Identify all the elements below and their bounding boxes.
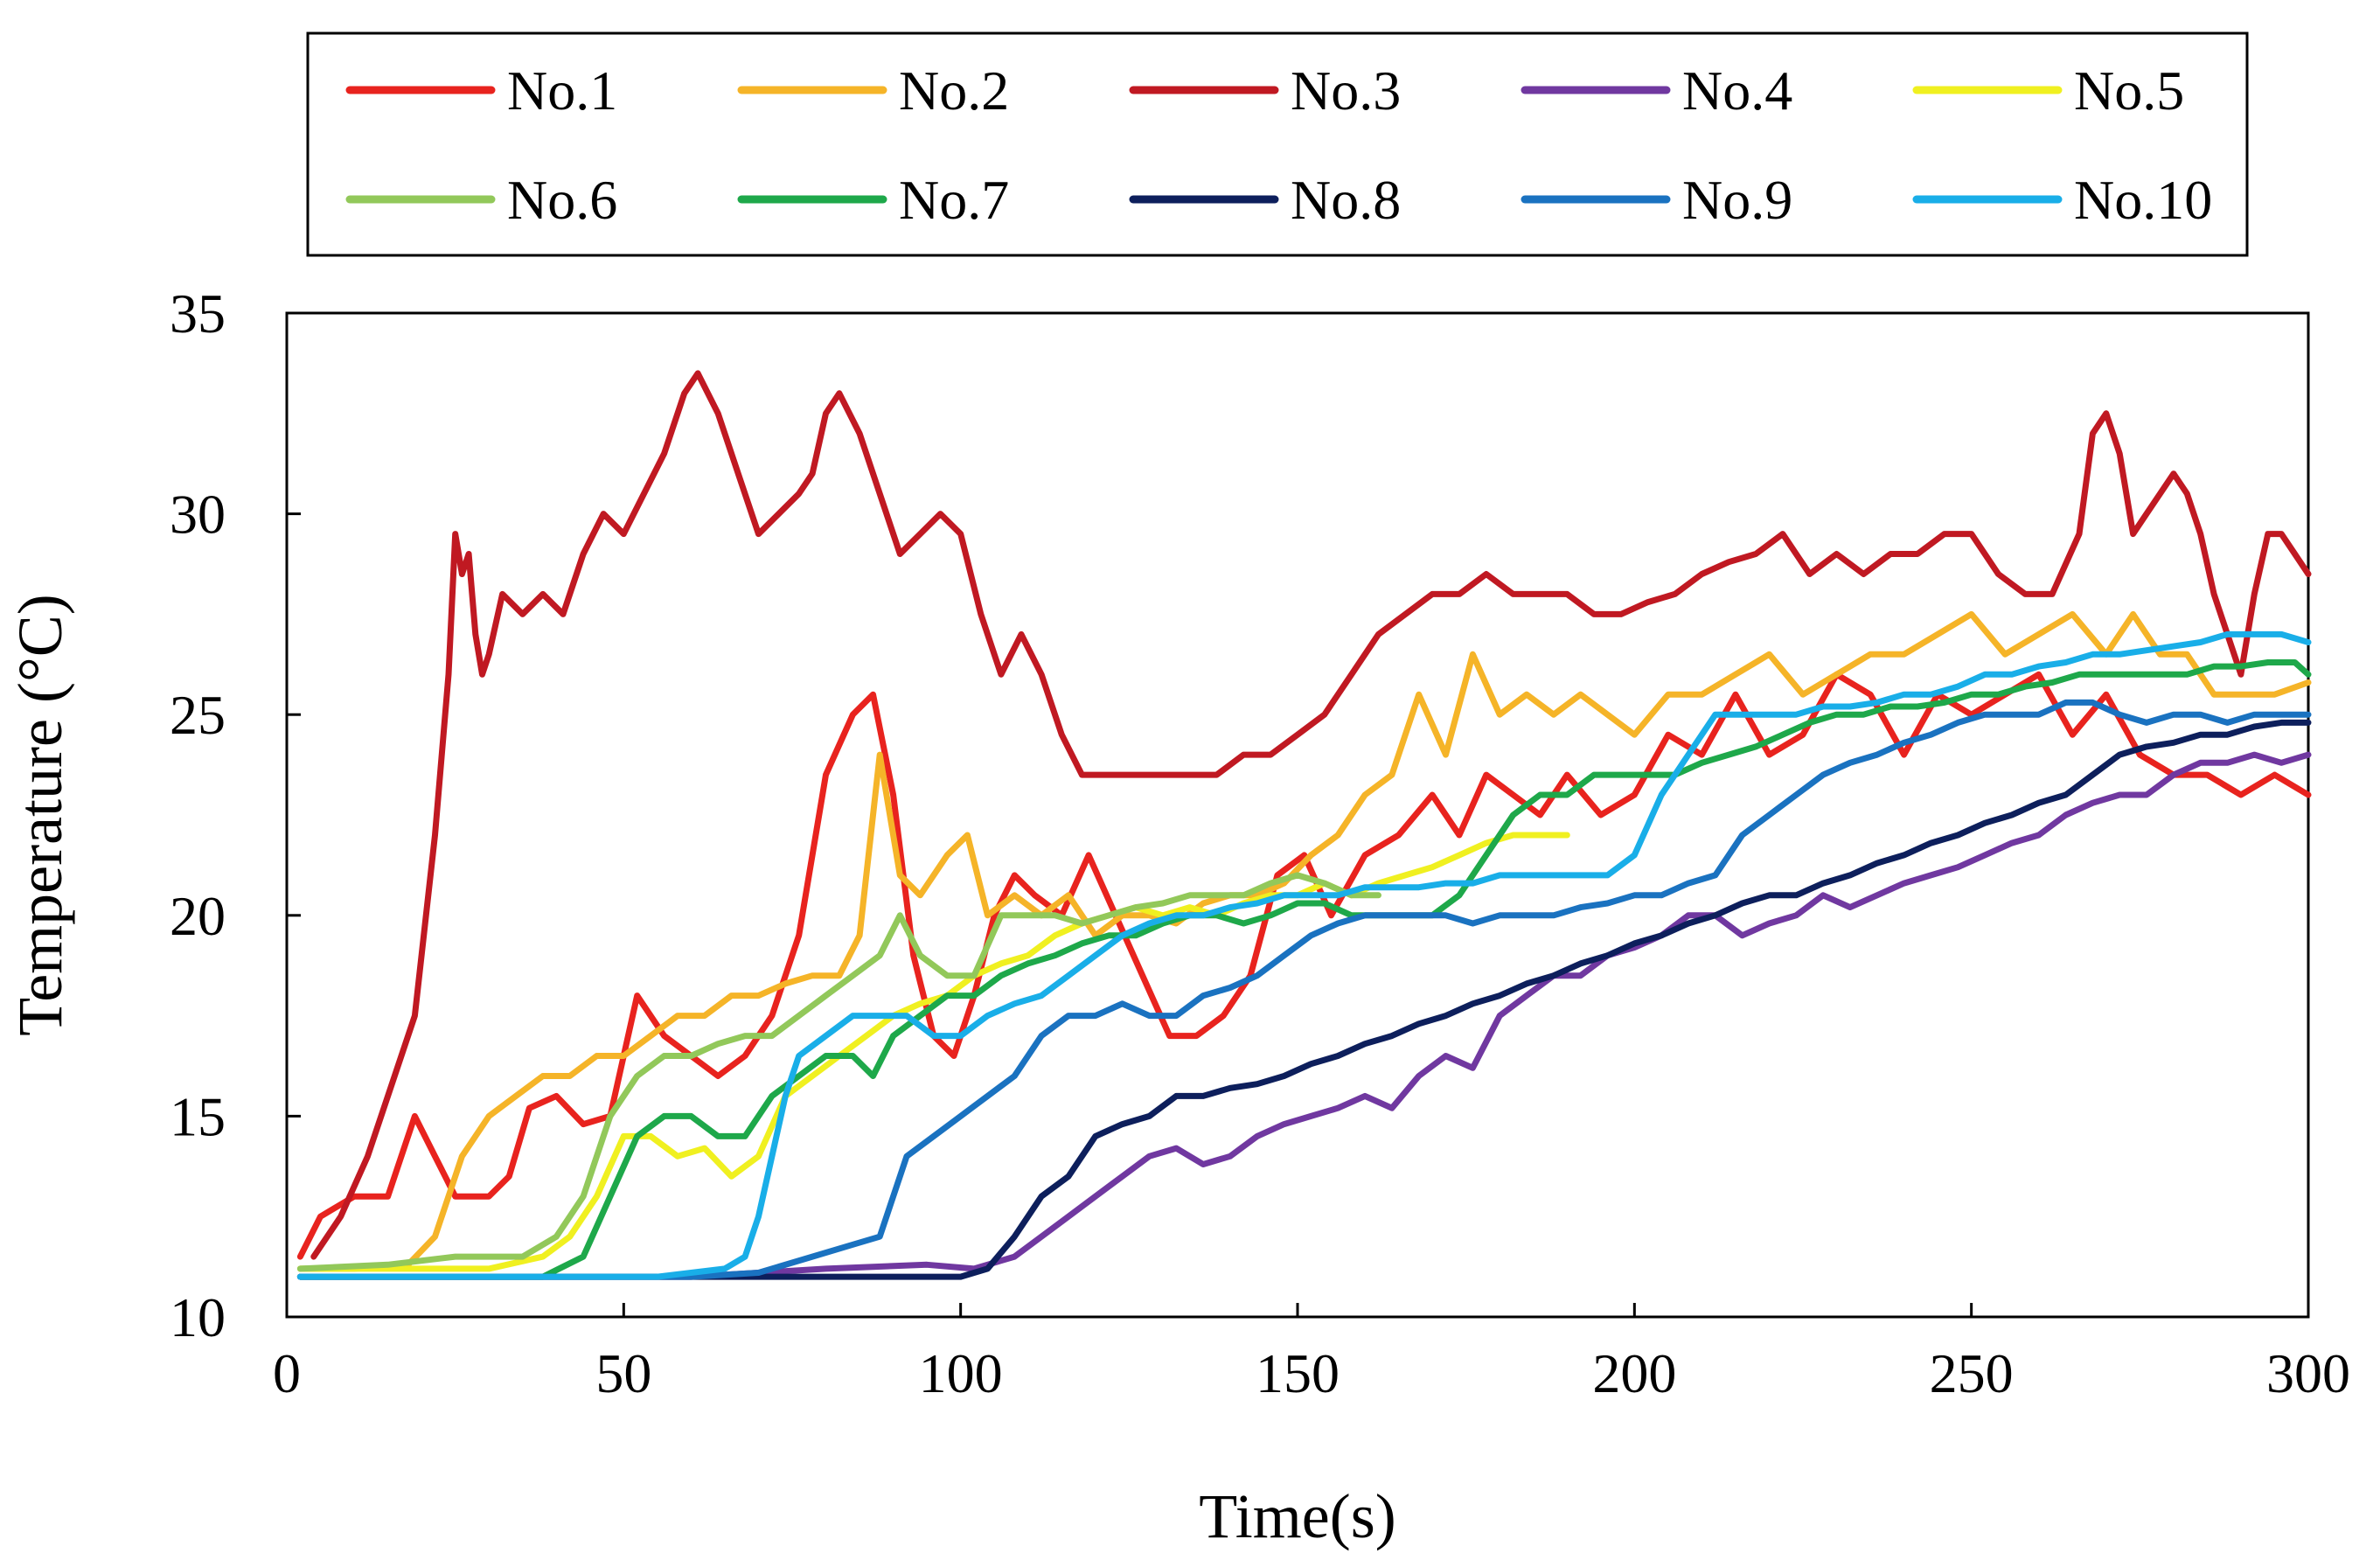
x-tick-label-4: 200 <box>1592 1342 1676 1404</box>
series-line-no8 <box>296 719 2312 1280</box>
legend-label-no7: No.7 <box>899 169 1009 231</box>
y-tick-label-2: 20 <box>170 885 226 947</box>
x-tick-label-2: 100 <box>919 1342 1003 1404</box>
series-line-no9 <box>296 699 2312 1280</box>
x-axis-title: Time(s) <box>1199 1481 1395 1551</box>
x-tick-label-6: 300 <box>2266 1342 2350 1404</box>
series-layer <box>296 370 2312 1280</box>
y-tick-label-4: 30 <box>170 484 226 546</box>
y-tick-label-1: 15 <box>170 1085 226 1147</box>
legend-label-no5: No.5 <box>2074 59 2184 122</box>
y-tick-label-5: 35 <box>170 282 226 345</box>
series-line-no10 <box>296 630 2312 1280</box>
x-tick-label-3: 150 <box>1256 1342 1340 1404</box>
series-line-no3 <box>310 370 2312 1260</box>
y-tick-label-3: 25 <box>170 684 226 746</box>
series-line-no1 <box>296 671 2312 1260</box>
y-axis: 10 15 20 25 30 35 <box>170 282 301 1348</box>
legend-label-no8: No.8 <box>1291 169 1401 231</box>
x-tick-label-0: 0 <box>273 1342 301 1404</box>
x-axis: 0 50 100 150 200 250 300 <box>273 1303 2350 1404</box>
legend-label-no1: No.1 <box>507 59 617 122</box>
legend-label-no6: No.6 <box>507 169 617 231</box>
series-line-no5 <box>296 832 1570 1272</box>
series-line-no6 <box>296 872 1381 1272</box>
legend-label-no3: No.3 <box>1291 59 1401 122</box>
legend-box <box>306 31 2249 257</box>
legend-label-no10: No.10 <box>2074 169 2212 231</box>
series-line-no4 <box>296 751 2312 1280</box>
x-tick-label-5: 250 <box>1930 1342 2014 1404</box>
legend: No.1 No.2 No.3 No.4 No.5 No.6 No.7 No.8 No.9 No.1… <box>345 59 2212 231</box>
legend-label-no9: No.9 <box>1682 169 1792 231</box>
legend-label-no2: No.2 <box>899 59 1009 122</box>
series-line-no2 <box>296 610 2312 1272</box>
x-tick-label-1: 50 <box>595 1342 651 1404</box>
legend-label-no4: No.4 <box>1682 59 1792 122</box>
y-axis-title: Temperature (°C) <box>5 594 75 1036</box>
y-tick-label-0: 10 <box>170 1286 226 1348</box>
